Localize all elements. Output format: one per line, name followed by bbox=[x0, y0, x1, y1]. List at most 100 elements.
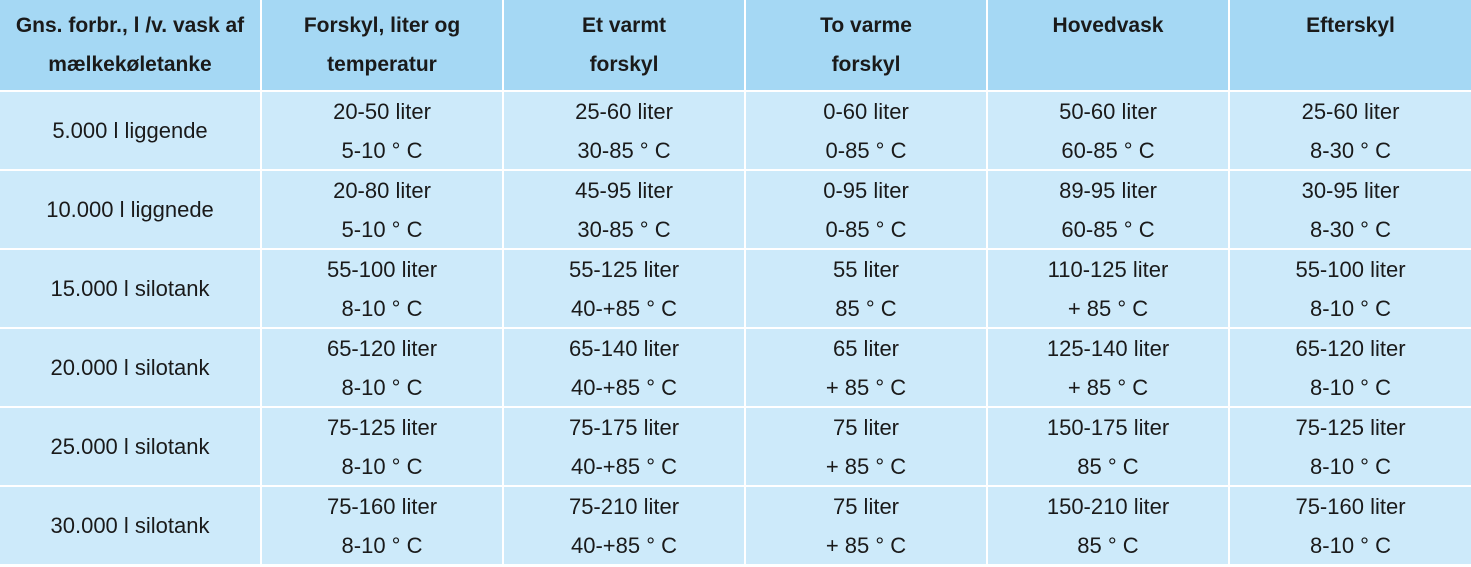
cell-text: 75-160 liter bbox=[1295, 493, 1406, 519]
cell-text: 30-85 ° C bbox=[577, 137, 671, 163]
table-cell: 125-140 liter + 85 ° C bbox=[988, 329, 1228, 406]
table-cell: 20-80 liter 5-10 ° C bbox=[262, 171, 502, 248]
cell-text: Forskyl, liter og bbox=[303, 14, 461, 37]
cell-text: Et varmt bbox=[581, 14, 667, 37]
table-cell: 150-175 liter 85 ° C bbox=[988, 408, 1228, 485]
cell-text: temperatur bbox=[327, 53, 437, 76]
table-cell: 10.000 l liggnede bbox=[0, 171, 260, 248]
cell-text: 30.000 l silotank bbox=[50, 513, 210, 538]
cell-text: 5.000 l liggende bbox=[52, 118, 208, 143]
cell-text: 75-125 liter bbox=[1295, 414, 1406, 440]
table-cell: 45-95 liter 30-85 ° C bbox=[504, 171, 744, 248]
table-cell: 150-210 liter 85 ° C bbox=[988, 487, 1228, 564]
cell-text: 10.000 l liggnede bbox=[46, 197, 214, 222]
cell-text: 65 liter bbox=[832, 335, 900, 361]
table-cell: 30.000 l silotank bbox=[0, 487, 260, 564]
table-cell: 75-160 liter 8-10 ° C bbox=[1230, 487, 1471, 564]
cell-text: 65-120 liter bbox=[1295, 335, 1406, 361]
cell-text: 5-10 ° C bbox=[341, 216, 423, 242]
cell-text: 50-60 liter bbox=[1059, 98, 1157, 124]
cell-text: 60-85 ° C bbox=[1061, 216, 1155, 242]
cell-text: forskyl bbox=[589, 53, 659, 76]
table-cell: 25-60 liter 30-85 ° C bbox=[504, 92, 744, 169]
header-cell: Forskyl, liter og temperatur bbox=[262, 0, 502, 90]
cell-text: 75-125 liter bbox=[326, 414, 438, 440]
table-cell: 25-60 liter 8-30 ° C bbox=[1230, 92, 1471, 169]
header-cell: To varme forskyl bbox=[746, 0, 986, 90]
cell-text: 125-140 liter bbox=[1046, 335, 1170, 361]
table-cell: 50-60 liter 60-85 ° C bbox=[988, 92, 1228, 169]
cell-text: 150-175 liter bbox=[1046, 414, 1170, 440]
cell-text: 15.000 l silotank bbox=[50, 276, 210, 301]
cell-text: 0-95 liter bbox=[823, 177, 909, 203]
cell-text: 89-95 liter bbox=[1059, 177, 1157, 203]
table-cell: 20.000 l silotank bbox=[0, 329, 260, 406]
table-cell: 89-95 liter 60-85 ° C bbox=[988, 171, 1228, 248]
cell-text: 5-10 ° C bbox=[341, 137, 423, 163]
cell-text: 75-160 liter bbox=[326, 493, 438, 519]
cell-text: 45-95 liter bbox=[575, 177, 673, 203]
table-cell: 75-125 liter 8-10 ° C bbox=[262, 408, 502, 485]
cell-text: 20-50 liter bbox=[333, 98, 431, 124]
header-cell: Hovedvask bbox=[988, 0, 1228, 90]
table-cell: 65-120 liter 8-10 ° C bbox=[1230, 329, 1471, 406]
cell-text: To varme bbox=[820, 14, 912, 37]
table-cell: 65-120 liter 8-10 ° C bbox=[262, 329, 502, 406]
cell-text: 8-10 ° C bbox=[1310, 295, 1391, 321]
cell-text: 25-60 liter bbox=[575, 98, 673, 124]
table-cell: 65 liter + 85 ° C bbox=[746, 329, 986, 406]
cell-text: forskyl bbox=[831, 53, 901, 76]
cell-text: 20-80 liter bbox=[333, 177, 431, 203]
cell-text: 25-60 liter bbox=[1301, 98, 1400, 124]
cell-text: Hovedvask bbox=[1052, 14, 1164, 37]
table-cell: 55-100 liter 8-10 ° C bbox=[1230, 250, 1471, 327]
table-cell: 25.000 l silotank bbox=[0, 408, 260, 485]
header-cell: Efterskyl bbox=[1230, 0, 1471, 90]
cell-text: 60-85 ° C bbox=[1061, 137, 1155, 163]
cell-text: 8-10 ° C bbox=[341, 532, 423, 558]
cell-text: 8-30 ° C bbox=[1310, 216, 1391, 242]
cell-text: 8-10 ° C bbox=[341, 374, 423, 400]
cell-text: 40-+85 ° C bbox=[570, 532, 678, 558]
cell-text: + 85 ° C bbox=[1067, 374, 1149, 400]
header-cell: Et varmt forskyl bbox=[504, 0, 744, 90]
cell-text: 55 liter bbox=[832, 256, 900, 282]
cell-text: + 85 ° C bbox=[1067, 295, 1149, 321]
cell-text: 85 ° C bbox=[835, 295, 897, 321]
cell-text: 0-60 liter bbox=[823, 98, 909, 124]
table-cell: 15.000 l silotank bbox=[0, 250, 260, 327]
cell-text: 75-175 liter bbox=[568, 414, 680, 440]
cell-text: 8-10 ° C bbox=[341, 295, 423, 321]
cell-text: 65-120 liter bbox=[326, 335, 438, 361]
header-cell: Gns. forbr., l /v. vask af mælkekøletanke bbox=[0, 0, 260, 90]
cell-text: + 85 ° C bbox=[825, 532, 907, 558]
cell-text: mælkekøletanke bbox=[48, 53, 212, 76]
table-cell: 75-160 liter 8-10 ° C bbox=[262, 487, 502, 564]
cell-text: 75-210 liter bbox=[568, 493, 680, 519]
cell-text: 25.000 l silotank bbox=[50, 434, 210, 459]
cell-text: 0-85 ° C bbox=[825, 216, 907, 242]
cell-text: 0-85 ° C bbox=[825, 137, 907, 163]
cell-text: 40-+85 ° C bbox=[570, 453, 678, 479]
table-cell: 75-125 liter 8-10 ° C bbox=[1230, 408, 1471, 485]
cell-text: 75 liter bbox=[832, 493, 900, 519]
cell-text: 55-100 liter bbox=[326, 256, 438, 282]
table-cell: 65-140 liter 40-+85 ° C bbox=[504, 329, 744, 406]
cell-text: 30-95 liter bbox=[1301, 177, 1400, 203]
cell-text: 65-140 liter bbox=[568, 335, 680, 361]
cell-text: 8-10 ° C bbox=[1310, 453, 1391, 479]
cell-text: 8-10 ° C bbox=[1310, 532, 1391, 558]
cell-text: Efterskyl bbox=[1306, 14, 1395, 37]
table-cell: 75 liter + 85 ° C bbox=[746, 487, 986, 564]
cell-text: 8-10 ° C bbox=[1310, 374, 1391, 400]
table-cell: 75-210 liter 40-+85 ° C bbox=[504, 487, 744, 564]
table-cell: 75 liter + 85 ° C bbox=[746, 408, 986, 485]
table-cell: 110-125 liter + 85 ° C bbox=[988, 250, 1228, 327]
cell-text: 8-10 ° C bbox=[341, 453, 423, 479]
cell-text: 40-+85 ° C bbox=[570, 374, 678, 400]
cell-text: 55-100 liter bbox=[1295, 256, 1406, 282]
table-cell: 5.000 l liggende bbox=[0, 92, 260, 169]
cell-text: 55-125 liter bbox=[568, 256, 680, 282]
table-cell: 55-125 liter 40-+85 ° C bbox=[504, 250, 744, 327]
